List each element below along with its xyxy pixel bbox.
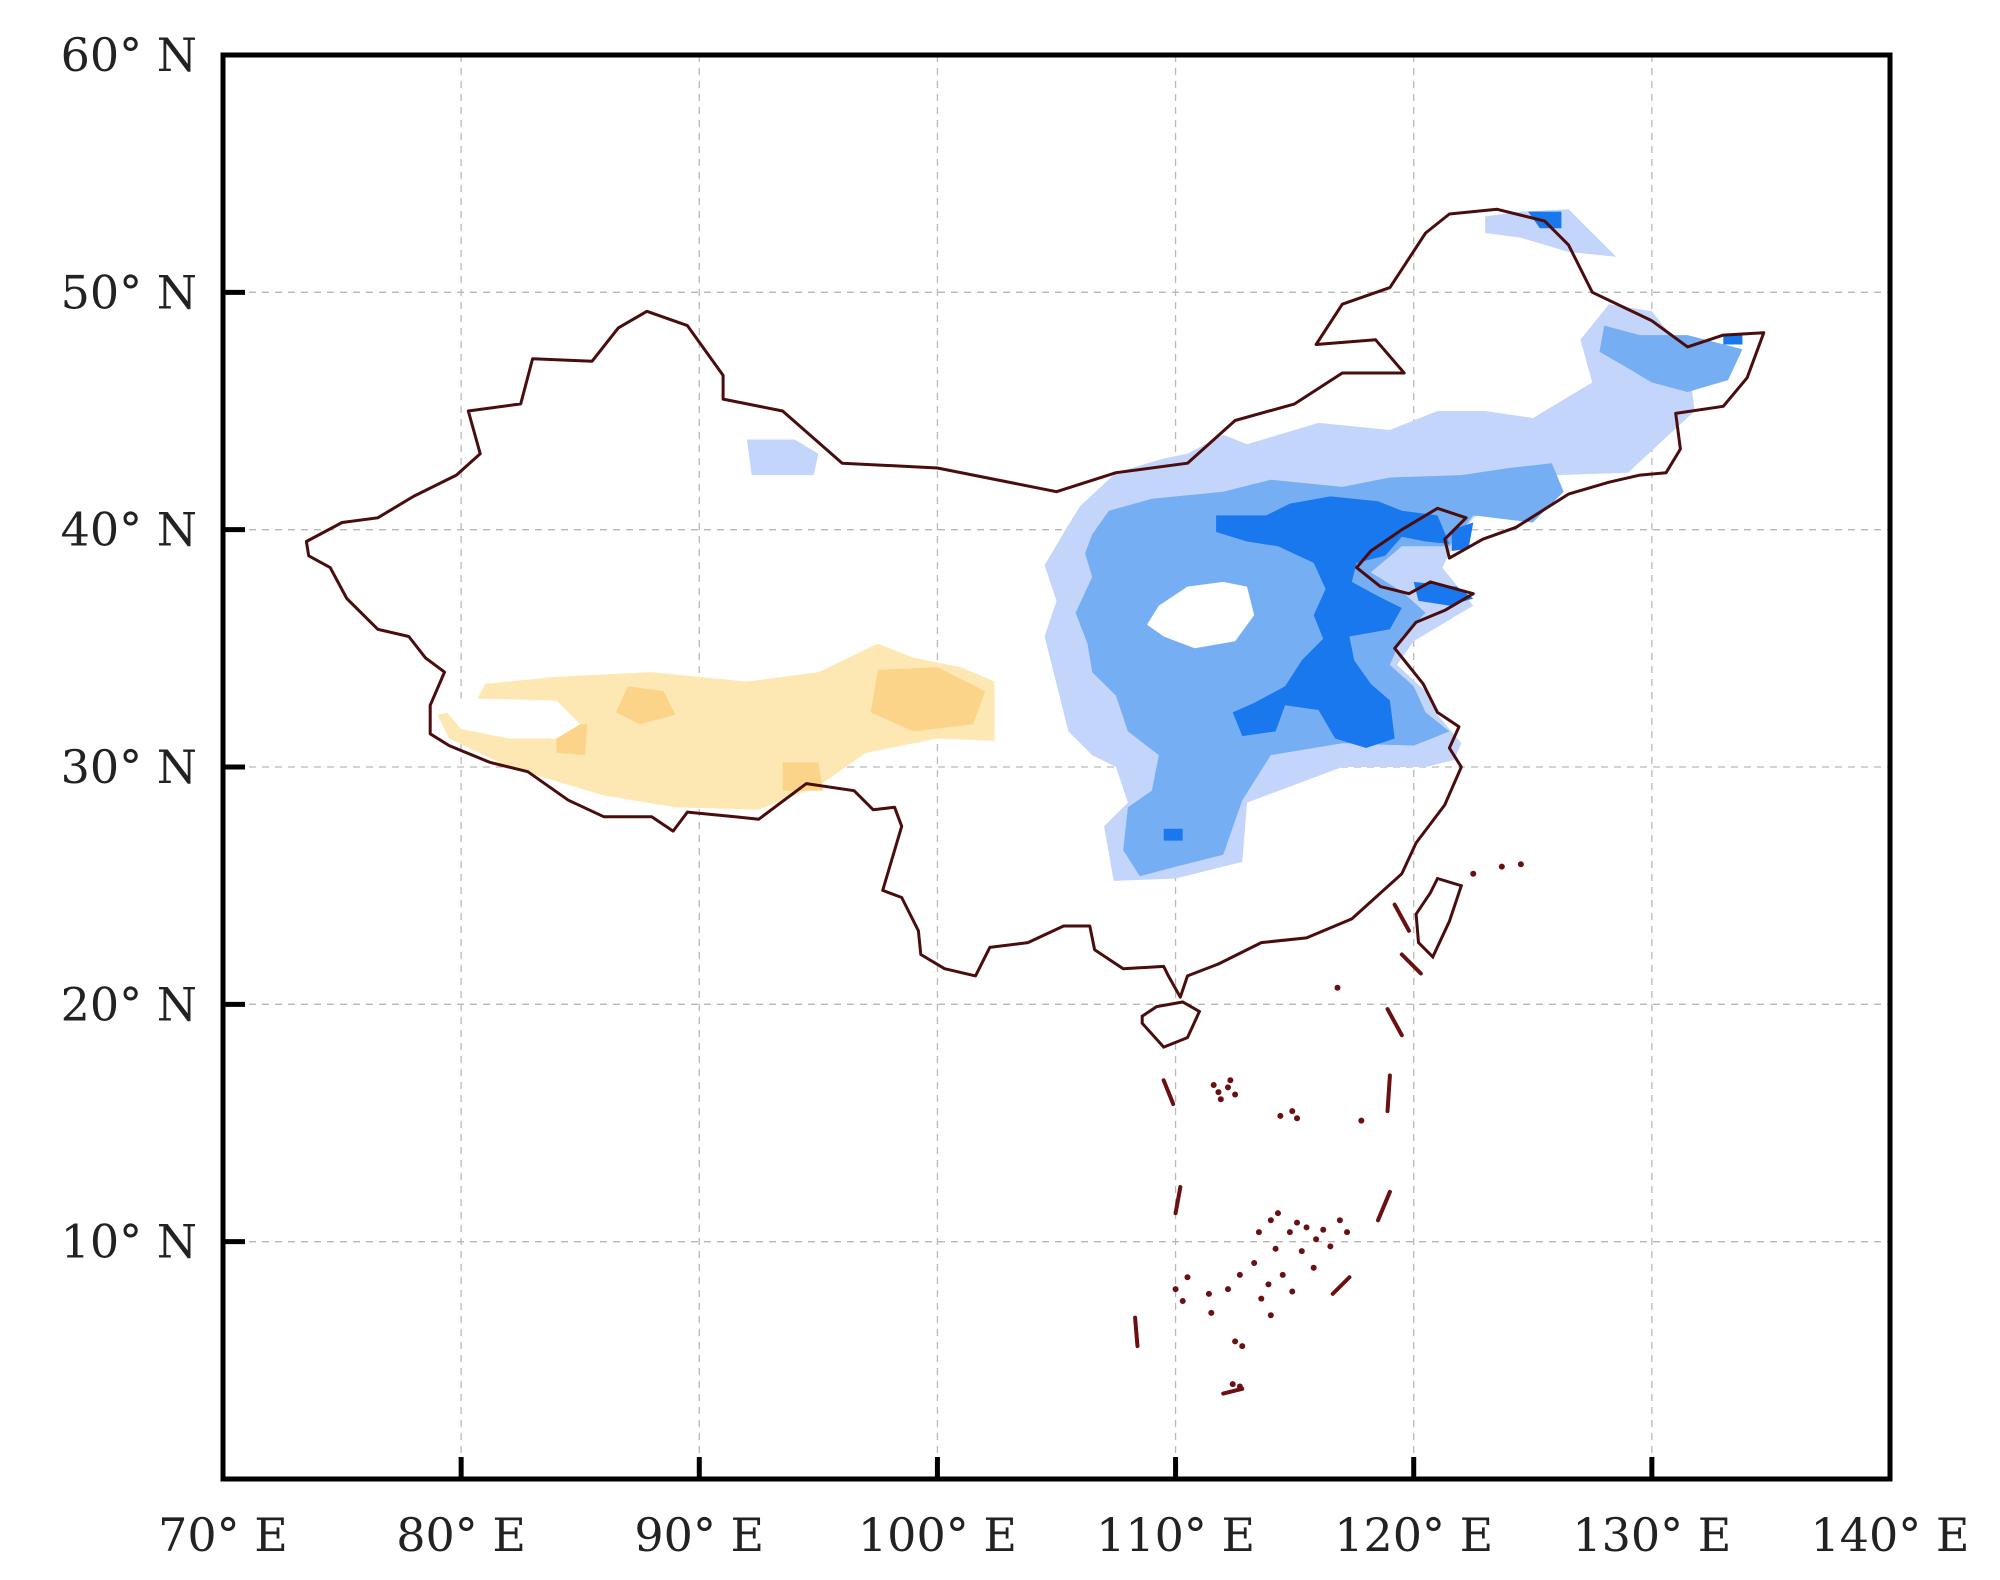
region-light-blue (1485, 209, 1617, 257)
island-dot (1358, 1117, 1365, 1124)
china-boundary-line (304, 207, 1766, 999)
axis-labels: 70° E 80° E 90° E 100° E 110° E 120° E 130° E 1… (61, 28, 1970, 1562)
island-dot (1205, 1290, 1212, 1297)
x-tick-label: 130° E (1572, 1508, 1731, 1562)
island-dot (1310, 1264, 1317, 1271)
region-dark-blue (1163, 828, 1183, 841)
gridlines (223, 55, 1890, 1479)
island-dot (1289, 1108, 1296, 1115)
boundary-dash (1133, 1315, 1140, 1349)
boundary-dash (1375, 1189, 1392, 1223)
island-dot (1265, 1281, 1272, 1288)
island-dot (1334, 984, 1341, 991)
island-dot (1279, 1271, 1286, 1278)
island-dot (1224, 1084, 1231, 1091)
island-dot (1232, 1338, 1239, 1345)
island-dot (1172, 1286, 1179, 1293)
y-tick-label: 20° N (61, 977, 197, 1031)
boundary-dash (1161, 1078, 1176, 1107)
islands (1133, 861, 1524, 1396)
island-dot (1258, 1295, 1265, 1302)
x-tick-label: 70° E (158, 1508, 288, 1562)
boundary-dash (1399, 952, 1423, 976)
island-dot (1208, 1309, 1215, 1316)
island-dot (1303, 1224, 1310, 1231)
boundary-dash (1221, 1386, 1245, 1396)
x-tick-label: 80° E (396, 1508, 526, 1562)
island-dot (1313, 1236, 1320, 1243)
island-outline (1414, 876, 1464, 960)
island-dot (1277, 1112, 1284, 1119)
island-dot (1298, 1248, 1305, 1255)
island-dot (1236, 1383, 1243, 1390)
island-dot (1239, 1343, 1246, 1350)
island-dot (1184, 1274, 1191, 1281)
region-mid-yellow (870, 667, 986, 732)
region-light-yellow (437, 643, 995, 810)
island-dot (1320, 1226, 1327, 1233)
y-tick-label: 40° N (61, 503, 197, 557)
x-tick-label: 140° E (1810, 1508, 1969, 1562)
island-dot (1224, 1286, 1231, 1293)
island-dot (1236, 1271, 1243, 1278)
island-dot (1232, 1091, 1239, 1098)
y-tick-label: 60° N (61, 28, 197, 82)
region-dark-blue (1723, 335, 1743, 345)
y-tick-label: 30° N (61, 740, 197, 794)
x-tick-label: 110° E (1096, 1508, 1255, 1562)
island-dot (1294, 1115, 1301, 1122)
island-dot (1498, 863, 1505, 870)
region-dark-blue (1413, 581, 1474, 606)
boundary-dash (1385, 1073, 1392, 1114)
y-tick-label: 50° N (61, 265, 197, 319)
island-dot (1251, 1260, 1258, 1267)
anomaly-regions (437, 209, 1743, 881)
island-dot (1336, 1217, 1343, 1224)
region-mid-yellow (615, 686, 676, 725)
island-dot (1215, 1089, 1222, 1096)
island-dot (1470, 870, 1477, 877)
island-dot (1267, 1217, 1274, 1224)
island-dot (1229, 1381, 1236, 1388)
boundary-dash (1385, 1007, 1404, 1038)
y-tick-label: 10° N (61, 1215, 197, 1269)
boundary-dash (1330, 1275, 1352, 1296)
x-tick-label: 120° E (1334, 1508, 1493, 1562)
island-dot (1227, 1077, 1234, 1084)
island-dot (1274, 1210, 1281, 1217)
island-dot (1327, 1243, 1334, 1250)
island-dot (1210, 1082, 1217, 1089)
boundary-dash (1392, 902, 1411, 933)
region-mid-blue (1599, 325, 1743, 392)
region-dark-blue (1451, 522, 1474, 551)
country-boundary (304, 207, 1766, 999)
island-dot (1179, 1298, 1186, 1304)
island-dot (1294, 1219, 1301, 1226)
x-tick-label: 100° E (858, 1508, 1017, 1562)
island-dot (1255, 1229, 1262, 1236)
axis-ticks (223, 289, 1655, 1479)
x-tick-label: 90° E (634, 1508, 764, 1562)
region-light-blue (746, 439, 819, 476)
island-dot (1344, 1229, 1351, 1236)
region-white (1147, 581, 1255, 649)
region-white (446, 698, 581, 739)
boundary-dash (1173, 1185, 1183, 1216)
island-dot (1267, 1312, 1274, 1319)
island-outline (1140, 1000, 1202, 1049)
island-dot (1217, 1096, 1224, 1103)
island-dot (1517, 861, 1524, 868)
island-dot (1289, 1288, 1296, 1295)
region-dark-blue (1216, 496, 1450, 748)
island-dot (1286, 1229, 1293, 1236)
island-dot (1272, 1245, 1279, 1252)
